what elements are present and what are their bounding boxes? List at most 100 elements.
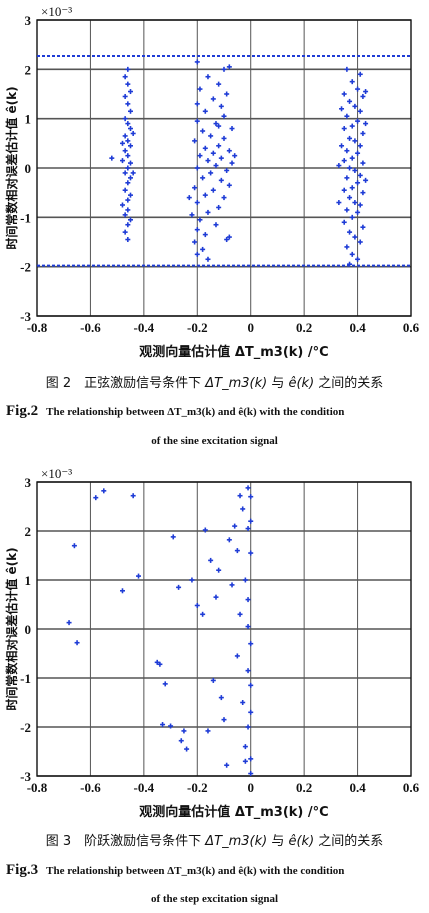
chart1-y-tick-label-2: -1 bbox=[20, 210, 31, 225]
chart2-axes-frame bbox=[36, 481, 412, 777]
chart1-data-point-19 bbox=[128, 175, 133, 181]
fig3-caption-en-text: The relationship between ΔT_m3(k) and ê(… bbox=[46, 865, 345, 877]
chart2-data-point-47 bbox=[248, 682, 254, 688]
chart2-data-point-13 bbox=[170, 534, 176, 540]
chart1-data-point-60 bbox=[229, 160, 235, 166]
chart1-data-point-22 bbox=[128, 192, 133, 198]
chart1-data-point-126 bbox=[341, 219, 347, 225]
chart1-data-point-6 bbox=[128, 108, 133, 114]
chart1-x-tick-label-6: 0.4 bbox=[349, 320, 366, 335]
chart2-data-point-28 bbox=[221, 717, 227, 723]
chart1-data-point-120 bbox=[347, 195, 353, 201]
chart1-data-point-32 bbox=[130, 170, 136, 176]
chart1-data-point-35 bbox=[194, 59, 200, 65]
chart2-data-point-36 bbox=[237, 611, 243, 617]
chart2-data-point-24 bbox=[210, 677, 216, 683]
chart1-data-point-76 bbox=[197, 217, 203, 223]
chart1-data-point-72 bbox=[194, 200, 200, 206]
chart2-data-point-44 bbox=[245, 597, 251, 603]
chart1-y-tick-label-5: 2 bbox=[25, 62, 32, 77]
chart2-data-point-14 bbox=[176, 584, 182, 590]
chart1-data-point-31 bbox=[109, 155, 115, 161]
chart1-data-point-91 bbox=[357, 71, 363, 77]
chart1-x-axis-label: 观测向量估计值 ΔT_m3(k) /°C bbox=[139, 344, 328, 360]
chart1-data-point-8 bbox=[125, 121, 131, 127]
chart1-data-point-101 bbox=[349, 123, 355, 129]
chart2-data-point-43 bbox=[245, 724, 251, 730]
chart1-data-point-23 bbox=[125, 197, 131, 203]
chart1-data-point-119 bbox=[360, 190, 366, 196]
chart2-data-point-27 bbox=[218, 695, 224, 701]
chart1-data-point-133 bbox=[355, 256, 361, 262]
chart1-data-point-16 bbox=[128, 160, 133, 166]
fig3-caption-en-prefix: Fig.3 bbox=[6, 862, 39, 878]
chart1-x-tick-label-2: -0.4 bbox=[134, 320, 155, 335]
chart2-data-point-33 bbox=[234, 653, 240, 659]
chart1-data-point-17 bbox=[125, 165, 131, 171]
chart1-data-point-5 bbox=[125, 101, 131, 107]
chart2-data-point-51 bbox=[245, 526, 251, 532]
chart1-data-point-43 bbox=[218, 103, 224, 109]
fig2-caption-zh: 图 2 正弦激励信号条件下 ΔT_m3(k) 与 ê(k) 之间的关系 bbox=[0, 372, 429, 391]
chart2-data-point-7 bbox=[136, 573, 142, 579]
chart1-data-point-74 bbox=[205, 209, 211, 215]
chart1-data-point-7 bbox=[122, 116, 128, 122]
chart1-data-point-65 bbox=[200, 175, 206, 181]
chart1-data-point-131 bbox=[344, 244, 350, 250]
chart1-data-point-45 bbox=[221, 113, 227, 119]
chart1-data-point-94 bbox=[341, 91, 347, 97]
chart1-x-tick-label-3: -0.2 bbox=[187, 320, 208, 335]
chart1-data-point-82 bbox=[200, 246, 206, 252]
chart1-data-point-124 bbox=[355, 209, 361, 215]
chart1-data-point-40 bbox=[224, 91, 230, 97]
chart1-data-point-36 bbox=[226, 64, 232, 70]
chart1-data-point-77 bbox=[213, 222, 219, 228]
chart1-data-point-64 bbox=[208, 170, 214, 176]
chart2-data-point-3 bbox=[93, 495, 99, 501]
chart1-data-point-138 bbox=[363, 121, 369, 127]
chart1-y-axis-label: 时间常数相对误差估计值 ê(k) bbox=[4, 86, 19, 249]
chart1-data-point-136 bbox=[363, 177, 369, 183]
chart1-data-point-96 bbox=[347, 98, 353, 104]
chart2-data-point-11 bbox=[162, 681, 168, 687]
chart2-x-tick-label-7: 0.6 bbox=[403, 780, 420, 795]
chart1-x-tick-label-1: -0.6 bbox=[80, 320, 101, 335]
chart1-x-tick-label-7: 0.6 bbox=[403, 320, 420, 335]
chart1-data-point-117 bbox=[349, 185, 355, 191]
chart1-data-point-109 bbox=[349, 155, 355, 161]
chart2-data-point-53 bbox=[245, 624, 251, 630]
fig3-caption-zh: 图 3 阶跃激励信号条件下 ΔT_m3(k) 与 ê(k) 之间的关系 bbox=[0, 830, 429, 849]
chart2-data-point-18 bbox=[189, 577, 195, 583]
fig2-caption-en-line2: of the sine excitation signal bbox=[151, 435, 278, 447]
chart1-axes-frame bbox=[36, 19, 412, 317]
chart2-data-point-45 bbox=[248, 771, 254, 777]
fig2-caption-en-prefix: Fig.2 bbox=[6, 403, 39, 419]
chart2-data-point-29 bbox=[224, 762, 230, 768]
chart1-data-point-25 bbox=[125, 207, 131, 213]
chart1-data-point-14 bbox=[125, 153, 131, 159]
chart2-plot-group: -0.8 -0.6 -0.4 -0.2 0 0.2 0.4 0.6 -3 -2 -1 0 1 2 3 ×10⁻… bbox=[4, 466, 420, 820]
chart1-data-point-59 bbox=[205, 158, 211, 164]
chart1-data-point-93 bbox=[355, 86, 361, 92]
chart1-x-tick-label-5: 0.2 bbox=[296, 320, 312, 335]
chart2-data-point-9 bbox=[157, 661, 163, 667]
chart2-x-tick-label-0: -0.8 bbox=[27, 780, 48, 795]
chart2-data-point-0 bbox=[66, 620, 72, 626]
chart2-x-tick-label-5: 0.2 bbox=[296, 780, 312, 795]
chart1-data-point-58 bbox=[218, 155, 224, 161]
chart2-x-tick-label-2: -0.4 bbox=[134, 780, 155, 795]
chart1-data-point-84 bbox=[205, 256, 211, 262]
chart1-data-point-127 bbox=[360, 224, 366, 230]
chart1-data-point-0 bbox=[125, 66, 131, 72]
chart1-data-point-118 bbox=[341, 187, 347, 193]
fig3-caption-zh-e: ê(k) bbox=[288, 834, 315, 849]
chart2-x-tick-label-6: 0.4 bbox=[349, 780, 366, 795]
chart2-data-point-6 bbox=[130, 493, 136, 499]
chart2-data-point-8 bbox=[154, 659, 160, 665]
chart1-data-point-107 bbox=[344, 148, 350, 154]
chart2-data-point-46 bbox=[248, 518, 254, 524]
fig3-caption-zh-dT: ΔT_m3(k) bbox=[205, 834, 268, 849]
chart2-data-point-16 bbox=[181, 728, 187, 734]
chart1-data-point-51 bbox=[221, 135, 227, 141]
chart2-data-point-35 bbox=[237, 493, 243, 499]
